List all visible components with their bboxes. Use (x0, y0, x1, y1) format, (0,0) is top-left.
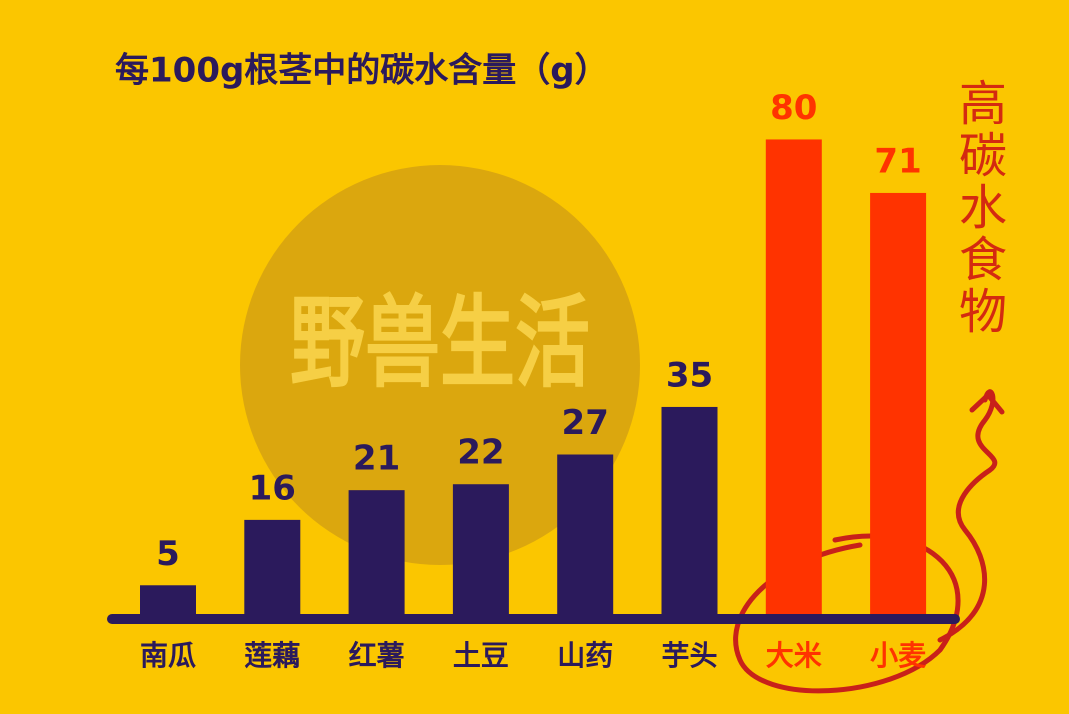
value-label: 71 (874, 141, 921, 181)
value-label: 27 (562, 403, 609, 443)
bar (140, 585, 196, 615)
chart-title: 每100g根茎中的碳水含量（g） (115, 51, 609, 91)
watermark: 野兽生活 (290, 284, 590, 401)
x-tick-label: 红薯 (349, 639, 405, 672)
x-tick-label: 大米 (766, 639, 822, 672)
bar (244, 519, 301, 615)
bar (348, 490, 405, 615)
arrow-head (969, 391, 1005, 415)
x-tick-label: 芋头 (661, 639, 717, 672)
x-tick-label: 山药 (557, 639, 613, 672)
bar (765, 139, 822, 615)
circle-scribble (733, 533, 961, 694)
bar (557, 454, 614, 615)
bar (452, 484, 509, 615)
bar (870, 192, 927, 615)
x-tick-label: 小麦 (870, 639, 927, 672)
value-label: 22 (457, 433, 504, 473)
value-label: 16 (249, 468, 296, 508)
value-label: 35 (666, 355, 713, 395)
annotation: 高碳水食物 (950, 78, 1006, 338)
watermark-circle (240, 165, 640, 565)
arrow-scribble (937, 389, 998, 643)
bar (661, 406, 718, 615)
value-label: 5 (156, 534, 180, 574)
value-label: 80 (770, 88, 817, 128)
x-tick-label: 南瓜 (140, 639, 196, 672)
x-tick-label: 莲藕 (244, 639, 300, 672)
value-label: 21 (353, 439, 400, 479)
x-tick-label: 土豆 (453, 639, 509, 672)
